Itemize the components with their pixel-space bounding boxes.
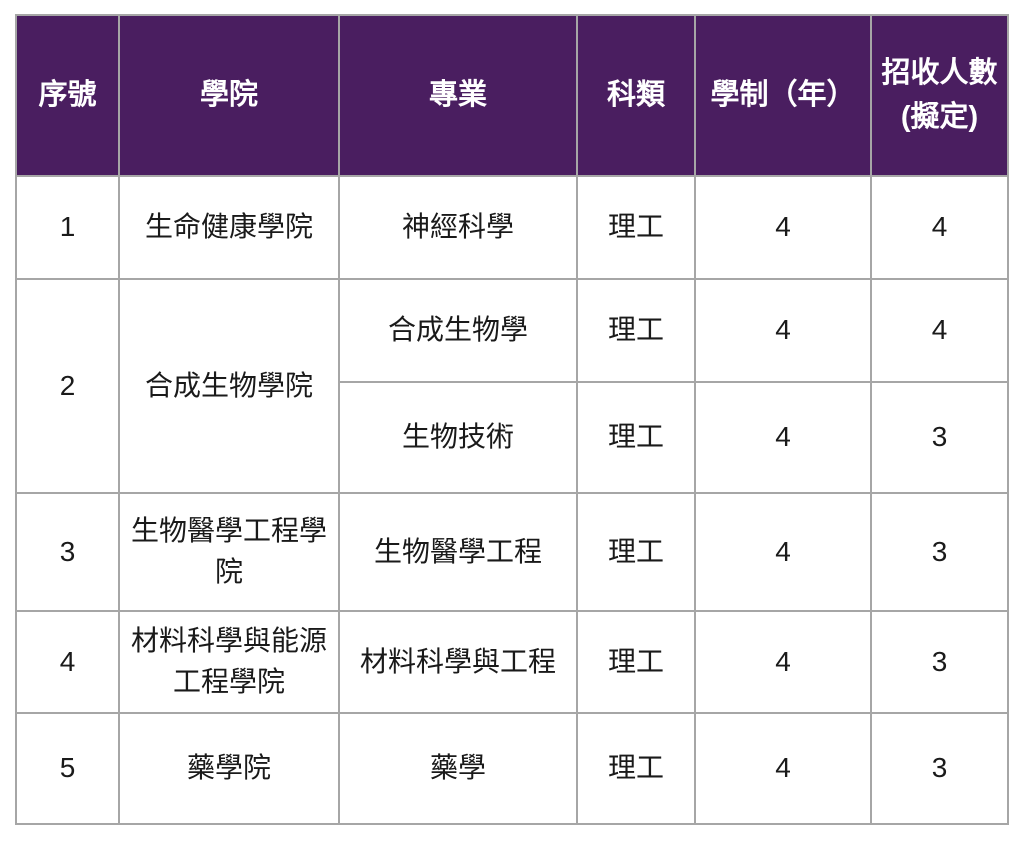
table-row: 1 生命健康學院 神經科學 理工 4 4 [15, 175, 1009, 280]
cell-major: 生物醫學工程 [338, 492, 578, 612]
cell-college: 合成生物學院 [118, 278, 340, 494]
cell-serial: 5 [15, 712, 120, 825]
cell-major: 生物技術 [338, 381, 578, 494]
table-row: 2 合成生物學院 合成生物學 理工 4 4 [15, 278, 1009, 494]
cell-major: 藥學 [338, 712, 578, 825]
admissions-table: 序號 學院 專業 科類 學制（年） 招收人數 (擬定) 1 生命健康學院 神經科… [15, 14, 1009, 825]
cell-serial: 4 [15, 610, 120, 714]
cell-years: 4 [694, 492, 872, 612]
cell-category: 理工 [576, 278, 696, 383]
cell-major: 材料科學與工程 [338, 610, 578, 714]
cell-category: 理工 [576, 610, 696, 714]
cell-quota: 3 [870, 381, 1009, 494]
table-row: 5 藥學院 藥學 理工 4 3 [15, 712, 1009, 825]
cell-quota: 3 [870, 712, 1009, 825]
header-row: 序號 學院 專業 科類 學制（年） 招收人數 (擬定) [15, 14, 1009, 177]
cell-years: 4 [694, 175, 872, 280]
table-header: 序號 學院 專業 科類 學制（年） 招收人數 (擬定) [15, 14, 1009, 177]
header-quota-line2: (擬定) [900, 100, 979, 133]
cell-college: 材料科學與能源工程學院 [118, 610, 340, 714]
cell-major: 神經科學 [338, 175, 578, 280]
header-college: 學院 [118, 14, 340, 177]
header-quota: 招收人數 (擬定) [870, 14, 1009, 177]
cell-college: 藥學院 [118, 712, 340, 825]
table-row: 4 材料科學與能源工程學院 材料科學與工程 理工 4 3 [15, 610, 1009, 714]
cell-college: 生命健康學院 [118, 175, 340, 280]
header-quota-line1: 招收人數 [881, 57, 998, 89]
table-row: 生物技術 理工 4 3 [16, 381, 1009, 494]
table-body: 1 生命健康學院 神經科學 理工 4 4 2 合成生物學院 合成生物學 理工 4… [15, 175, 1009, 825]
cell-college: 生物醫學工程學院 [118, 492, 340, 612]
cell-serial: 3 [15, 492, 120, 612]
table-row: 3 生物醫學工程學院 生物醫學工程 理工 4 3 [15, 492, 1009, 612]
cell-category: 理工 [576, 712, 696, 825]
cell-category: 理工 [576, 381, 696, 494]
cell-major: 合成生物學 [338, 278, 578, 383]
cell-years: 4 [694, 278, 872, 383]
cell-quota: 3 [870, 492, 1009, 612]
cell-quota: 4 [870, 175, 1009, 280]
page: 序號 學院 專業 科類 學制（年） 招收人數 (擬定) 1 生命健康學院 神經科… [15, 14, 1009, 825]
cell-serial: 1 [15, 175, 120, 280]
cell-years: 4 [694, 610, 872, 714]
cell-quota: 3 [870, 610, 1009, 714]
cell-serial: 2 [15, 278, 120, 494]
cell-quota: 4 [870, 278, 1009, 383]
cell-category: 理工 [576, 175, 696, 280]
header-years: 學制（年） [694, 14, 872, 177]
header-serial: 序號 [15, 14, 120, 177]
header-major: 專業 [338, 14, 578, 177]
cell-years: 4 [694, 712, 872, 825]
header-category: 科類 [576, 14, 696, 177]
cell-category: 理工 [576, 492, 696, 612]
cell-years: 4 [694, 381, 872, 494]
